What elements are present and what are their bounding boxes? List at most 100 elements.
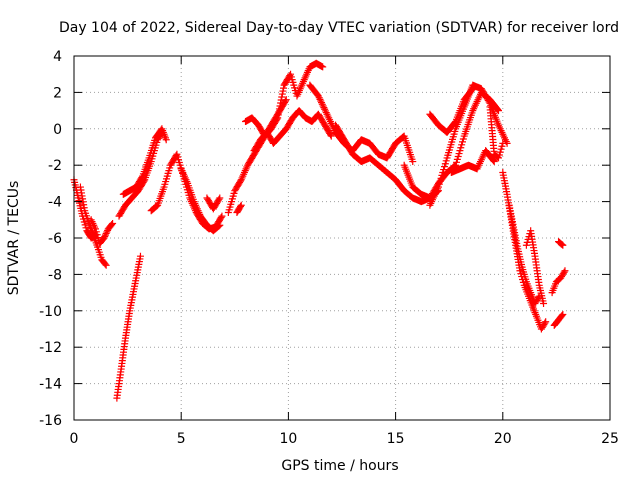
data-point-marker — [101, 231, 109, 239]
data-point-marker — [321, 105, 329, 113]
series-arc-w — [522, 227, 548, 308]
data-point-marker — [162, 136, 170, 144]
data-point-marker — [236, 177, 244, 185]
data-point-marker — [468, 86, 476, 94]
data-point-marker — [215, 195, 223, 203]
data-point-marker — [102, 229, 110, 237]
series-arc-n — [306, 81, 417, 166]
y-tick-label: -10 — [39, 304, 62, 320]
series-arc-v — [505, 201, 543, 308]
series-arc-z — [555, 238, 567, 249]
data-point-marker — [214, 223, 222, 231]
data-point-marker — [237, 201, 245, 209]
data-point-marker — [540, 300, 548, 308]
data-point-marker — [216, 221, 224, 229]
data-point-marker — [317, 97, 325, 105]
data-point-marker — [286, 72, 294, 80]
data-point-marker — [318, 100, 326, 108]
series-arc-s — [447, 147, 498, 176]
series-arc-c — [87, 216, 117, 247]
data-point-marker — [172, 152, 180, 160]
grid-layer — [74, 56, 610, 420]
data-point-marker — [558, 312, 566, 320]
marker-layer — [70, 59, 569, 402]
data-point-marker — [281, 97, 289, 105]
series-arc-r — [426, 85, 477, 136]
data-point-marker — [485, 98, 493, 106]
series-arc-y — [550, 310, 567, 329]
data-point-marker — [136, 252, 144, 260]
data-point-marker — [102, 261, 110, 269]
y-tick-label: -14 — [39, 377, 62, 393]
x-tick-label: 20 — [494, 431, 512, 447]
x-tick-label: 15 — [387, 431, 405, 447]
data-point-marker — [273, 115, 281, 123]
series-arc-x — [548, 267, 569, 297]
data-point-marker — [409, 158, 417, 166]
series-arc-k — [233, 201, 245, 217]
x-tick-labels: 0 5 10 15 20 25 — [70, 431, 619, 447]
data-point-marker — [559, 310, 567, 318]
x-tick-label: 5 — [177, 431, 186, 447]
series-arc-m — [250, 107, 335, 155]
series-arc-f — [119, 125, 170, 198]
data-point-marker — [152, 203, 160, 211]
x-tick-label: 10 — [279, 431, 297, 447]
data-point-marker — [101, 260, 109, 268]
data-point-marker — [216, 194, 224, 202]
y-tick-labels: -16 -14 -12 -10 -8 -6 -4 -2 0 2 4 — [39, 49, 62, 429]
data-point-marker — [218, 212, 226, 220]
data-point-marker — [314, 92, 322, 100]
data-point-marker — [108, 221, 116, 229]
data-point-marker — [215, 222, 223, 230]
data-point-marker — [541, 319, 549, 327]
data-point-marker — [319, 63, 327, 71]
y-tick-label: -4 — [48, 195, 62, 211]
data-point-marker — [100, 234, 108, 242]
series-arc-o — [332, 121, 442, 206]
data-point-marker — [561, 267, 569, 275]
data-point-marker — [559, 241, 567, 249]
series-arc-h — [177, 165, 224, 235]
series-arc-i — [203, 194, 224, 213]
data-point-marker — [326, 131, 334, 139]
data-point-marker — [217, 214, 225, 222]
data-point-marker — [321, 107, 329, 115]
data-point-marker — [469, 85, 477, 93]
data-point-marker — [489, 157, 497, 165]
x-tick-label: 0 — [70, 431, 79, 447]
y-tick-label: -12 — [39, 340, 62, 356]
data-point-marker — [499, 139, 507, 147]
y-tick-label: -16 — [39, 413, 62, 429]
data-point-marker — [101, 232, 109, 240]
x-axis-label: GPS time / hours — [281, 458, 398, 474]
data-point-marker — [109, 219, 117, 227]
y-tick-label: -8 — [48, 267, 62, 283]
y-tick-label: 0 — [53, 122, 62, 138]
y-tick-label: 2 — [53, 85, 62, 101]
data-point-marker — [316, 95, 324, 103]
data-point-marker — [399, 133, 407, 141]
y-tick-label: -6 — [48, 231, 62, 247]
data-point-marker — [315, 94, 323, 102]
data-point-marker — [320, 104, 328, 112]
data-point-marker — [319, 102, 327, 110]
data-point-marker — [451, 119, 459, 127]
data-point-marker — [560, 268, 568, 276]
series-arc-t — [486, 103, 507, 162]
data-point-marker — [495, 107, 503, 115]
x-tick-label: 25 — [601, 431, 619, 447]
data-point-marker — [318, 99, 326, 107]
data-point-marker — [237, 202, 245, 210]
y-axis-label: SDTVAR / TECUs — [6, 181, 22, 296]
data-point-marker — [490, 158, 498, 166]
chart-title: Day 104 of 2022, Sidereal Day-to-day VTE… — [59, 20, 619, 36]
data-point-marker — [138, 173, 146, 181]
data-point-marker — [327, 132, 335, 140]
data-point-marker — [103, 228, 111, 236]
series-arc-d — [113, 252, 144, 402]
data-point-marker — [153, 202, 161, 210]
data-point-marker — [542, 318, 550, 326]
data-point-marker — [557, 240, 565, 248]
